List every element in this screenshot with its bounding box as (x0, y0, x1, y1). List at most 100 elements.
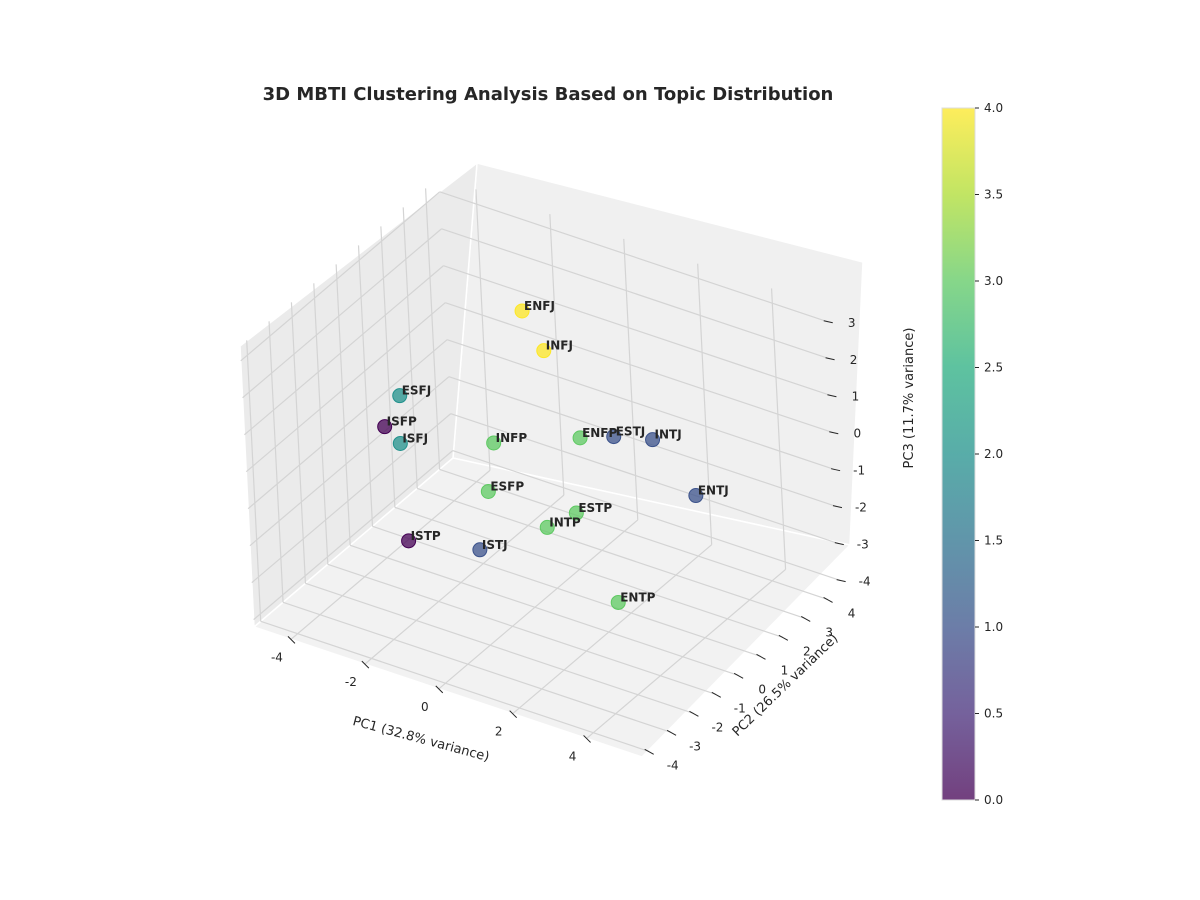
y-tick-label: -4 (667, 758, 679, 772)
y-tick-mark (644, 748, 654, 755)
z-tick-label: 0 (853, 427, 861, 441)
colorbar-ticks: 0.0 0.5 1.0 1.5 2.0 2.5 3.0 3.5 4.0 (975, 101, 1003, 807)
gridline-y-floor (327, 563, 716, 695)
colorbar-tick-label: 0.0 (984, 793, 1003, 807)
gridline-y-left (268, 321, 284, 603)
gridline-z-left (244, 265, 444, 436)
gridline-x-floor (512, 544, 713, 715)
gridline-x-floor (364, 494, 565, 665)
z-tick-mark (830, 468, 841, 472)
point-intp (539, 519, 555, 535)
gridline-z-left (249, 376, 450, 547)
y-tick-label: -3 (689, 739, 701, 753)
gridline-z-back (445, 302, 834, 434)
x-tick-label: 0 (421, 700, 429, 714)
colorbar-tick-label: 2.5 (984, 361, 1003, 375)
z-tick-label: -3 (857, 538, 869, 552)
point-label-esfp: ESFP (490, 479, 524, 493)
x-tick-label: -4 (271, 650, 283, 664)
y-tick-mark (666, 729, 677, 736)
gridline-x-back (549, 214, 565, 496)
z-tick-label: 3 (848, 316, 856, 330)
gridline-y-floor (305, 582, 694, 714)
point-istp (401, 533, 417, 549)
x-tick-mark (287, 636, 296, 644)
point-enfp (572, 430, 588, 446)
z-tick-mark (827, 394, 837, 398)
chart-title: 3D MBTI Clustering Analysis Based on Top… (263, 84, 834, 105)
gridline-z-back (448, 376, 838, 508)
z-tick-label: 1 (852, 390, 860, 404)
point-label-estj: ESTJ (616, 425, 646, 439)
point-label-entp: ENTP (620, 590, 655, 604)
y-tick-label: 2 (803, 644, 811, 658)
gridline-z-left (251, 413, 452, 584)
gridline-x-floor (290, 469, 491, 640)
gridlines (240, 188, 841, 752)
gridline-y-left (424, 188, 441, 470)
z-tick-mark (823, 320, 833, 324)
point-entj (688, 488, 704, 504)
gridline-z-back (443, 265, 832, 397)
gridline-y-left (313, 283, 329, 565)
point-infj (536, 343, 552, 359)
gridline-x-floor (438, 519, 639, 690)
point-esfp (480, 483, 496, 499)
colorbar-tick-label: 1.5 (984, 534, 1003, 548)
gridline-z-left (253, 450, 454, 621)
point-esfj (392, 388, 408, 404)
x-tick-mark (509, 710, 518, 719)
y-tick-mark (733, 672, 744, 679)
y-tick-mark (756, 653, 766, 660)
z-tick-label: -1 (853, 464, 865, 478)
y-tick-mark (689, 710, 699, 717)
gridline-z-left (240, 191, 441, 362)
y-tick-label: -2 (711, 720, 723, 734)
y-tick-mark (823, 596, 833, 603)
z-tick-mark (832, 505, 843, 509)
point-estp (568, 505, 584, 521)
gridline-z-back (439, 191, 828, 323)
z-tick-mark (829, 431, 839, 435)
point-infp (486, 435, 502, 451)
point-label-infj: INFJ (546, 339, 573, 353)
point-label-isfp: ISFP (387, 415, 417, 429)
point-estj (606, 429, 622, 445)
point-label-estp: ESTP (578, 501, 612, 515)
x-tick-mark (435, 685, 444, 694)
gridline-z-back (450, 413, 839, 545)
gridline-y-left (335, 264, 351, 546)
y-tick-label: -1 (734, 701, 746, 715)
point-label-isfj: ISFJ (402, 431, 428, 445)
gridline-y-left (290, 302, 307, 584)
point-istj (472, 542, 488, 558)
data-points (377, 303, 704, 610)
x-tick-label: 4 (569, 749, 577, 763)
point-label-enfp: ENFP (582, 426, 617, 440)
point-label-intj: INTJ (655, 428, 682, 442)
gridline-x-back (770, 288, 787, 570)
colorbar-gradient (942, 108, 975, 800)
point-enfj (514, 303, 530, 319)
y-tick-mark (778, 634, 789, 641)
gridline-x-floor (586, 568, 786, 739)
point-label-infp: INFP (496, 431, 528, 445)
point-label-entj: ENTJ (698, 484, 729, 498)
x-tick-mark (361, 660, 370, 669)
colorbar-tick-label: 2.0 (984, 447, 1003, 461)
point-label-istj: ISTJ (482, 538, 508, 552)
y-tick-mark (711, 691, 722, 698)
gridline-x-back (475, 189, 491, 471)
colorbar-tick-label: 3.0 (984, 274, 1003, 288)
gridline-z-left (242, 228, 442, 399)
gridline-y-left (246, 340, 262, 622)
colorbar-tick-label: 0.5 (984, 707, 1003, 721)
gridline-y-floor (417, 487, 806, 619)
point-entp (610, 594, 626, 610)
gridline-y-floor (282, 601, 672, 733)
point-label-intp: INTP (549, 515, 581, 529)
